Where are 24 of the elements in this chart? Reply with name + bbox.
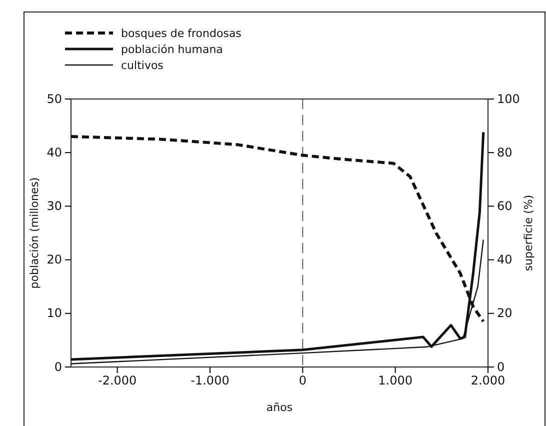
y-tick-label: 30	[46, 199, 62, 214]
y-axis-title: población (millones)	[28, 177, 41, 289]
y-tick-label: 10	[46, 306, 62, 320]
x-tick-label: -2.000	[98, 374, 137, 388]
y2-tick-label: 0	[497, 360, 505, 374]
y2-tick-label: 100	[497, 92, 520, 106]
y-tick-label: 0	[54, 360, 62, 374]
y-tick-label: 20	[46, 252, 62, 267]
x-tick-label: 1.000	[378, 374, 413, 388]
line-series	[70, 130, 485, 361]
legend-label: cultivos	[121, 59, 164, 72]
x-tick-label: 0	[298, 374, 306, 388]
y2-tick-label: 40	[497, 252, 512, 267]
legend-label: bosques de frondosas	[121, 27, 242, 40]
y2-axis-title: superficie (%)	[522, 194, 535, 272]
y2-tick-label: 20	[497, 306, 512, 320]
y-tick-label: 50	[46, 92, 62, 106]
y2-tick-label: 60	[497, 199, 512, 214]
y2-tick-label: 80	[497, 145, 512, 160]
x-tick-label: 2.000	[470, 374, 506, 388]
x-tick-label: -1.000	[190, 374, 230, 388]
legend-label: población humana	[121, 43, 223, 56]
y-tick-label: 40	[46, 145, 62, 160]
x-axis-title: años	[266, 401, 293, 414]
